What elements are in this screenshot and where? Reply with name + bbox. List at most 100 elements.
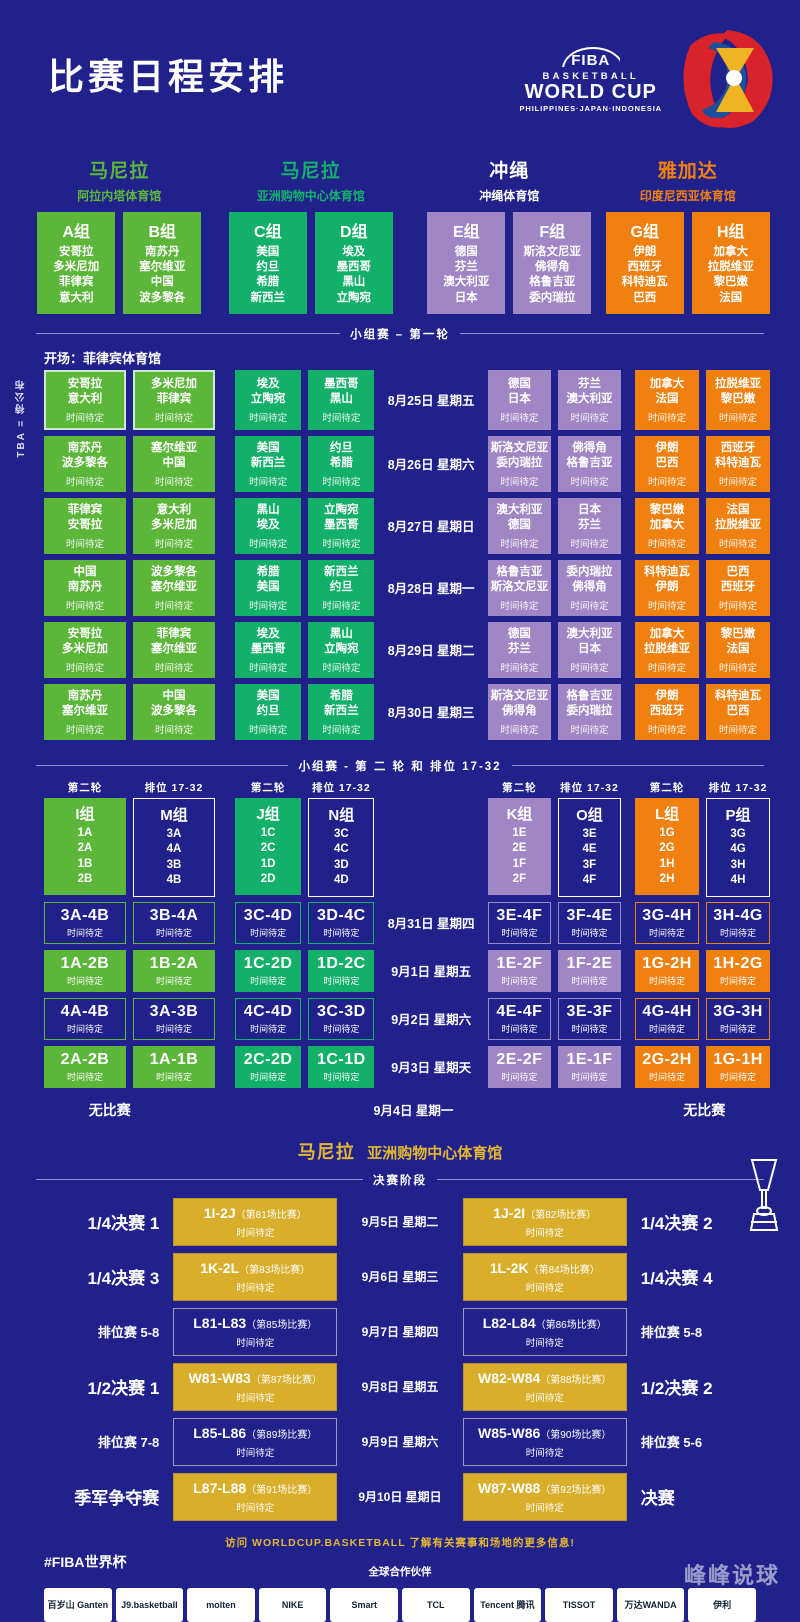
round2-match-card[interactable]: 1C-1D 时间待定 [308, 1045, 375, 1088]
round2-match-card[interactable]: 1C-2D 时间待定 [234, 949, 302, 992]
round2-group-box[interactable]: M组 3A 4A 3B 4B [132, 797, 215, 897]
finals-match-card[interactable]: W82-W84（第88场比赛） 时间待定 [462, 1362, 627, 1411]
round2-match-card[interactable]: 1H-2G 时间待定 [706, 949, 771, 992]
finals-match-card[interactable]: 1I-2J（第81场比赛） 时间待定 [173, 1197, 338, 1246]
finals-match-card[interactable]: L82-L84（第86场比赛） 时间待定 [462, 1307, 627, 1356]
finals-match-card[interactable]: L87-L88（第91场比赛） 时间待定 [173, 1472, 338, 1521]
match-card[interactable]: 德国 芬兰 时间待定 [487, 621, 551, 678]
finals-match-card[interactable]: W81-W83（第87场比赛） 时间待定 [173, 1362, 338, 1411]
round2-match-card[interactable]: 4A-4B 时间待定 [44, 997, 126, 1040]
match-card[interactable]: 多米尼加 菲律宾 时间待定 [132, 369, 215, 430]
match-card[interactable]: 澳大利亚 德国 时间待定 [487, 497, 551, 554]
match-card[interactable]: 德国 日本 时间待定 [487, 369, 551, 430]
match-card[interactable]: 安哥拉 意大利 时间待定 [44, 369, 126, 430]
round2-match-card[interactable]: 1D-2C 时间待定 [308, 949, 375, 992]
match-card[interactable]: 埃及 墨西哥 时间待定 [234, 621, 302, 678]
round2-group-box[interactable]: P组 3G 4G 3H 4H [706, 797, 771, 897]
finals-match-card[interactable]: 1L-2K（第84场比赛） 时间待定 [462, 1252, 627, 1301]
group-box-a[interactable]: A组 安哥拉 多米尼加 菲律宾 意大利 [37, 212, 116, 314]
match-card[interactable]: 芬兰 澳大利亚 时间待定 [557, 369, 622, 430]
match-card[interactable]: 新西兰 约旦 时间待定 [308, 559, 375, 616]
finals-match-card[interactable]: W85-W86（第90场比赛） 时间待定 [462, 1417, 627, 1466]
round2-match-card[interactable]: 2G-2H 时间待定 [635, 1045, 700, 1088]
round2-match-card[interactable]: 3H-4G 时间待定 [706, 901, 771, 944]
partner-logo[interactable]: 万达WANDA [616, 1587, 685, 1622]
finals-match-card[interactable]: L85-L86（第89场比赛） 时间待定 [173, 1417, 338, 1466]
partner-logo[interactable]: 伊利 [688, 1587, 756, 1622]
match-card[interactable]: 伊朗 西班牙 时间待定 [635, 683, 700, 740]
partner-logo[interactable]: J9.basketball [115, 1587, 184, 1622]
match-card[interactable]: 中国 波多黎各 时间待定 [132, 683, 215, 740]
round2-match-card[interactable]: 1G-2H 时间待定 [635, 949, 700, 992]
match-card[interactable]: 希腊 新西兰 时间待定 [308, 683, 375, 740]
finals-match-card[interactable]: W87-W88（第92场比赛） 时间待定 [462, 1472, 627, 1521]
round2-match-card[interactable]: 4G-4H 时间待定 [635, 997, 700, 1040]
match-card[interactable]: 佛得角 格鲁吉亚 时间待定 [557, 435, 622, 492]
match-card[interactable]: 塞尔维亚 中国 时间待定 [132, 435, 215, 492]
round2-match-card[interactable]: 1A-2B 时间待定 [44, 949, 126, 992]
partner-logo[interactable]: molten [187, 1587, 255, 1622]
match-card[interactable]: 希腊 美国 时间待定 [234, 559, 302, 616]
group-box-c[interactable]: C组 美国 约旦 希腊 新西兰 [228, 212, 307, 314]
match-card[interactable]: 委内瑞拉 佛得角 时间待定 [557, 559, 622, 616]
round2-match-card[interactable]: 3E-3F 时间待定 [557, 997, 622, 1040]
round2-match-card[interactable]: 2C-2D 时间待定 [234, 1045, 302, 1088]
round2-match-card[interactable]: 4C-4D 时间待定 [234, 997, 302, 1040]
match-card[interactable]: 澳大利亚 日本 时间待定 [557, 621, 622, 678]
round2-match-card[interactable]: 1B-2A 时间待定 [132, 949, 215, 992]
round2-match-card[interactable]: 3F-4E 时间待定 [557, 901, 622, 944]
round2-match-card[interactable]: 1E-1F 时间待定 [557, 1045, 622, 1088]
group-box-f[interactable]: F组 斯洛文尼亚 佛得角 格鲁吉亚 委内瑞拉 [513, 212, 592, 314]
partner-logo[interactable]: Tencent 腾讯 [473, 1587, 542, 1622]
match-card[interactable]: 南苏丹 波多黎各 时间待定 [44, 435, 126, 492]
partner-logo[interactable]: 百岁山 Ganten [44, 1587, 112, 1622]
match-card[interactable]: 中国 南苏丹 时间待定 [44, 559, 126, 616]
match-card[interactable]: 约旦 希腊 时间待定 [308, 435, 375, 492]
round2-match-card[interactable]: 3G-4H 时间待定 [635, 901, 700, 944]
match-card[interactable]: 西班牙 科特迪瓦 时间待定 [706, 435, 771, 492]
round2-match-card[interactable]: 3C-3D 时间待定 [308, 997, 375, 1040]
partner-logo[interactable]: TCL [402, 1587, 470, 1622]
round2-match-card[interactable]: 2E-2F 时间待定 [487, 1045, 551, 1088]
group-box-d[interactable]: D组 埃及 墨西哥 黑山 立陶宛 [314, 212, 393, 314]
finals-match-card[interactable]: 1J-2I（第82场比赛） 时间待定 [462, 1197, 627, 1246]
round2-match-card[interactable]: 3D-4C 时间待定 [308, 901, 375, 944]
round2-match-card[interactable]: 3B-4A 时间待定 [132, 901, 215, 944]
round2-match-card[interactable]: 1F-2E 时间待定 [557, 949, 622, 992]
round2-match-card[interactable]: 1A-1B 时间待定 [132, 1045, 215, 1088]
round2-match-card[interactable]: 3C-4D 时间待定 [234, 901, 302, 944]
partner-logo[interactable]: Smart [330, 1587, 398, 1622]
round2-group-box[interactable]: J组 1C 2C 1D 2D [234, 797, 302, 895]
match-card[interactable]: 黎巴嫩 加拿大 时间待定 [635, 497, 700, 554]
round2-group-box[interactable]: I组 1A 2A 1B 2B [44, 797, 126, 895]
match-card[interactable]: 斯洛文尼亚 委内瑞拉 时间待定 [487, 435, 551, 492]
match-card[interactable]: 菲律宾 安哥拉 时间待定 [44, 497, 126, 554]
match-card[interactable]: 拉脱维亚 黎巴嫩 时间待定 [706, 369, 771, 430]
group-box-g[interactable]: G组 伊朗 西班牙 科特迪瓦 巴西 [605, 212, 684, 314]
match-card[interactable]: 巴西 西班牙 时间待定 [706, 559, 771, 616]
round2-match-card[interactable]: 3G-3H 时间待定 [706, 997, 771, 1040]
match-card[interactable]: 黎巴嫩 法国 时间待定 [706, 621, 771, 678]
finals-match-card[interactable]: 1K-2L（第83场比赛） 时间待定 [173, 1252, 338, 1301]
group-box-e[interactable]: E组 德国 芬兰 澳大利亚 日本 [427, 212, 506, 314]
match-card[interactable]: 黑山 埃及 时间待定 [234, 497, 302, 554]
round2-match-card[interactable]: 4E-4F 时间待定 [487, 997, 551, 1040]
partner-logo[interactable]: TISSOT [545, 1587, 613, 1622]
match-card[interactable]: 菲律宾 塞尔维亚 时间待定 [132, 621, 215, 678]
match-card[interactable]: 立陶宛 墨西哥 时间待定 [308, 497, 375, 554]
match-card[interactable]: 黑山 立陶宛 时间待定 [308, 621, 375, 678]
match-card[interactable]: 法国 拉脱维亚 时间待定 [706, 497, 771, 554]
match-card[interactable]: 埃及 立陶宛 时间待定 [234, 369, 302, 430]
partner-logo[interactable]: NIKE [258, 1587, 327, 1622]
round2-match-card[interactable]: 1G-1H 时间待定 [706, 1045, 771, 1088]
match-card[interactable]: 伊朗 巴西 时间待定 [635, 435, 700, 492]
match-card[interactable]: 墨西哥 黑山 时间待定 [308, 369, 375, 430]
match-card[interactable]: 科特迪瓦 伊朗 时间待定 [635, 559, 700, 616]
match-card[interactable]: 波多黎各 塞尔维亚 时间待定 [132, 559, 215, 616]
match-card[interactable]: 斯洛文尼亚 佛得角 时间待定 [487, 683, 551, 740]
match-card[interactable]: 加拿大 法国 时间待定 [635, 369, 700, 430]
match-card[interactable]: 日本 芬兰 时间待定 [557, 497, 622, 554]
match-card[interactable]: 安哥拉 多米尼加 时间待定 [44, 621, 126, 678]
round2-match-card[interactable]: 3A-3B 时间待定 [132, 997, 215, 1040]
match-card[interactable]: 加拿大 拉脱维亚 时间待定 [635, 621, 700, 678]
